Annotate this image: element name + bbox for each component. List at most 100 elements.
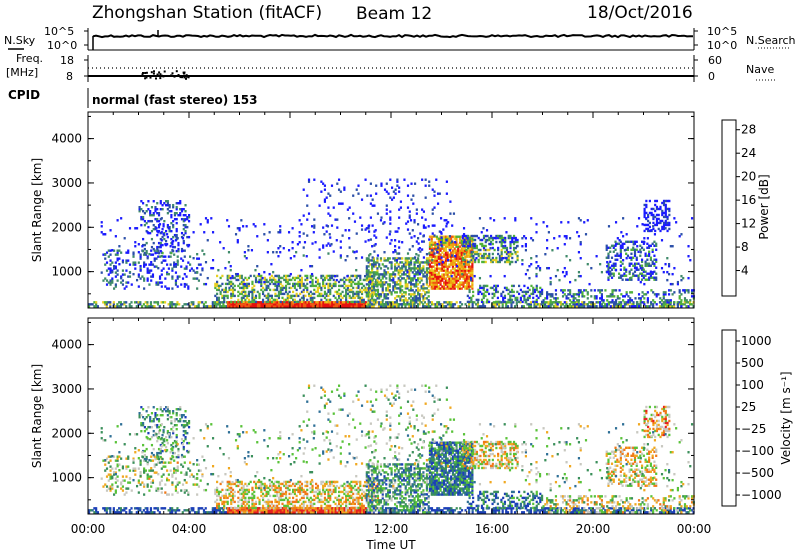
power-cell — [417, 259, 420, 262]
power-cell — [252, 223, 255, 226]
power-cell — [392, 277, 395, 280]
power-cell — [551, 303, 554, 306]
velocity-cell — [199, 507, 202, 510]
power-cell — [128, 263, 132, 266]
power-cell — [439, 287, 442, 290]
power-cell — [569, 303, 572, 306]
power-cell — [509, 244, 512, 248]
power-cell — [386, 301, 389, 304]
power-cell — [157, 255, 160, 258]
power-cell — [482, 301, 485, 304]
power-cell — [623, 295, 626, 298]
power-cell — [445, 222, 448, 225]
velocity-cell — [439, 509, 442, 512]
power-cell — [383, 297, 386, 300]
power-cell — [424, 178, 427, 181]
power-cell — [477, 248, 480, 252]
velocity-cell — [381, 507, 384, 510]
power-cell — [322, 226, 325, 229]
power-cell — [350, 278, 353, 282]
power-cell — [392, 251, 395, 254]
power-cell — [337, 296, 341, 300]
power-cell — [446, 287, 449, 290]
power-cell — [183, 219, 186, 222]
power-cell — [427, 285, 430, 288]
power-cell — [455, 269, 458, 272]
power-cell — [451, 240, 454, 243]
power-cell — [146, 301, 149, 304]
power-cell — [648, 250, 651, 253]
power-cell — [270, 278, 273, 282]
power-cell — [619, 246, 622, 249]
power-cell — [279, 245, 282, 248]
power-cell — [652, 215, 655, 219]
power-cell — [249, 274, 252, 278]
power-cell — [185, 267, 188, 270]
power-cell — [187, 261, 190, 264]
power-cell — [464, 255, 467, 258]
power-cell — [143, 247, 146, 251]
power-cell — [182, 227, 185, 231]
power-cell — [471, 237, 474, 240]
power-cell — [435, 273, 439, 276]
power-cell — [406, 252, 410, 255]
power-cell — [171, 243, 174, 246]
power-cell — [433, 234, 436, 237]
power-cell — [472, 294, 475, 298]
power-cell — [397, 303, 400, 306]
power-cell — [309, 294, 312, 298]
power-cell — [514, 298, 517, 302]
power-cell — [399, 267, 402, 270]
power-cell — [633, 270, 637, 273]
power-cell — [509, 252, 512, 256]
power-cell — [397, 277, 400, 280]
power-cell — [360, 296, 364, 300]
power-cell — [450, 235, 453, 238]
power-cell — [229, 268, 232, 272]
power-cell — [605, 248, 608, 251]
power-cell — [611, 301, 614, 304]
power-cell — [283, 298, 286, 302]
power-cell — [372, 291, 375, 294]
power-cell — [177, 243, 180, 247]
power-cell — [618, 242, 621, 245]
power-cell — [444, 261, 447, 264]
power-cell — [327, 298, 330, 302]
power-cell — [343, 286, 346, 290]
power-cell — [425, 277, 429, 280]
power-cell — [290, 296, 293, 300]
power-cell — [565, 295, 568, 298]
power-cell — [329, 244, 332, 247]
velocity-cell — [144, 511, 147, 514]
power-cell — [263, 223, 266, 226]
power-cell — [683, 291, 687, 294]
power-cell — [491, 296, 494, 300]
power-cell — [150, 245, 154, 249]
power-cell — [464, 281, 467, 284]
power-cell — [322, 294, 325, 298]
power-cell — [511, 238, 514, 242]
power-cell — [476, 305, 480, 308]
power-cell — [640, 258, 644, 261]
power-cell — [432, 249, 435, 252]
power-cell — [146, 305, 149, 308]
power-cell — [293, 300, 296, 304]
power-cell — [157, 245, 161, 249]
power-cell — [238, 229, 241, 232]
power-cell — [430, 237, 433, 240]
power-cell — [329, 298, 332, 302]
freq-unit-label: [MHz] — [6, 66, 38, 79]
velocity-cell — [215, 509, 218, 512]
power-cell — [409, 285, 413, 288]
power-cell — [396, 184, 399, 187]
power-cell — [538, 303, 541, 306]
power-cell — [402, 295, 406, 298]
power-cell — [437, 277, 440, 280]
power-cell — [561, 289, 565, 292]
power-cell — [171, 303, 174, 306]
power-cell — [613, 295, 616, 298]
power-colorbar-frame — [721, 119, 737, 297]
power-cell — [498, 236, 501, 240]
power-cell — [329, 284, 332, 288]
power-cell — [224, 282, 228, 286]
